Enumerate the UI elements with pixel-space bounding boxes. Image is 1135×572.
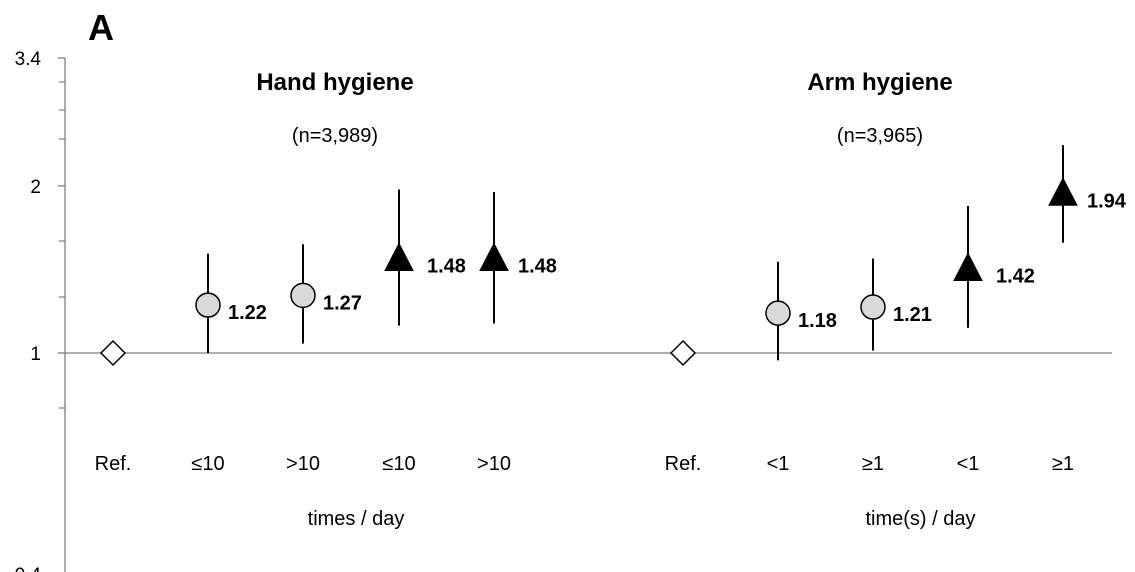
- x-tick-label: Ref.: [665, 453, 702, 475]
- y-tick-label: 3.4: [15, 49, 42, 70]
- data-label: 1.42: [996, 265, 1035, 287]
- x-tick-label: ≤10: [382, 453, 415, 475]
- triangle-marker: [953, 252, 983, 281]
- triangle-marker: [384, 242, 414, 271]
- data-label: 1.94: [1087, 190, 1127, 212]
- y-tick-label: 0.4: [15, 565, 42, 572]
- circle-marker: [290, 282, 316, 309]
- circle-marker: [860, 294, 886, 320]
- data-label: 1.18: [798, 310, 837, 332]
- data-label: 1.48: [427, 255, 466, 277]
- x-tick-label: >10: [286, 453, 320, 475]
- x-axis-labels: Ref. ≤10 >10 ≤10 >10 times / day Ref. <1 ≥1 <1 ≥1 t…: [95, 453, 1074, 530]
- data-label: 1.27: [323, 292, 362, 314]
- data-label: 1.21: [893, 304, 932, 326]
- data-label: 1.48: [518, 255, 557, 277]
- data-label: 1.22: [228, 302, 267, 324]
- x-tick-label: ≤10: [191, 453, 224, 475]
- data-marks: 1.22 1.27 1.48 1.48 1.18 1.21 1.42 1.94: [99, 144, 1127, 367]
- x-tick-label: ≥1: [862, 453, 884, 475]
- axis-layer: 3.4 2 1 0.4: [15, 49, 1112, 572]
- circle-marker: [195, 292, 221, 318]
- circle-marker: [765, 300, 791, 326]
- x-axis-title: time(s) / day: [865, 508, 975, 530]
- group-title: Arm hygiene: [807, 69, 952, 96]
- x-tick-label: >10: [477, 453, 511, 475]
- x-axis-title: times / day: [308, 508, 405, 530]
- y-tick-label: 2: [30, 177, 41, 198]
- x-tick-label: <1: [957, 453, 980, 475]
- triangle-marker: [479, 242, 509, 271]
- group-headers: Hand hygiene (n=3,989) Arm hygiene (n=3,965…: [256, 69, 952, 147]
- x-tick-label: Ref.: [95, 453, 132, 475]
- panel-label: A: [88, 7, 114, 48]
- x-tick-label: ≥1: [1052, 453, 1074, 475]
- triangle-marker: [1048, 177, 1078, 206]
- group-subtitle: (n=3,965): [837, 125, 923, 147]
- group-title: Hand hygiene: [256, 69, 413, 96]
- group-subtitle: (n=3,989): [292, 125, 378, 147]
- reference-diamond-marker: [669, 339, 697, 367]
- x-tick-label: <1: [767, 453, 790, 475]
- reference-diamond-marker: [99, 339, 127, 367]
- y-tick-label: 1: [30, 344, 41, 365]
